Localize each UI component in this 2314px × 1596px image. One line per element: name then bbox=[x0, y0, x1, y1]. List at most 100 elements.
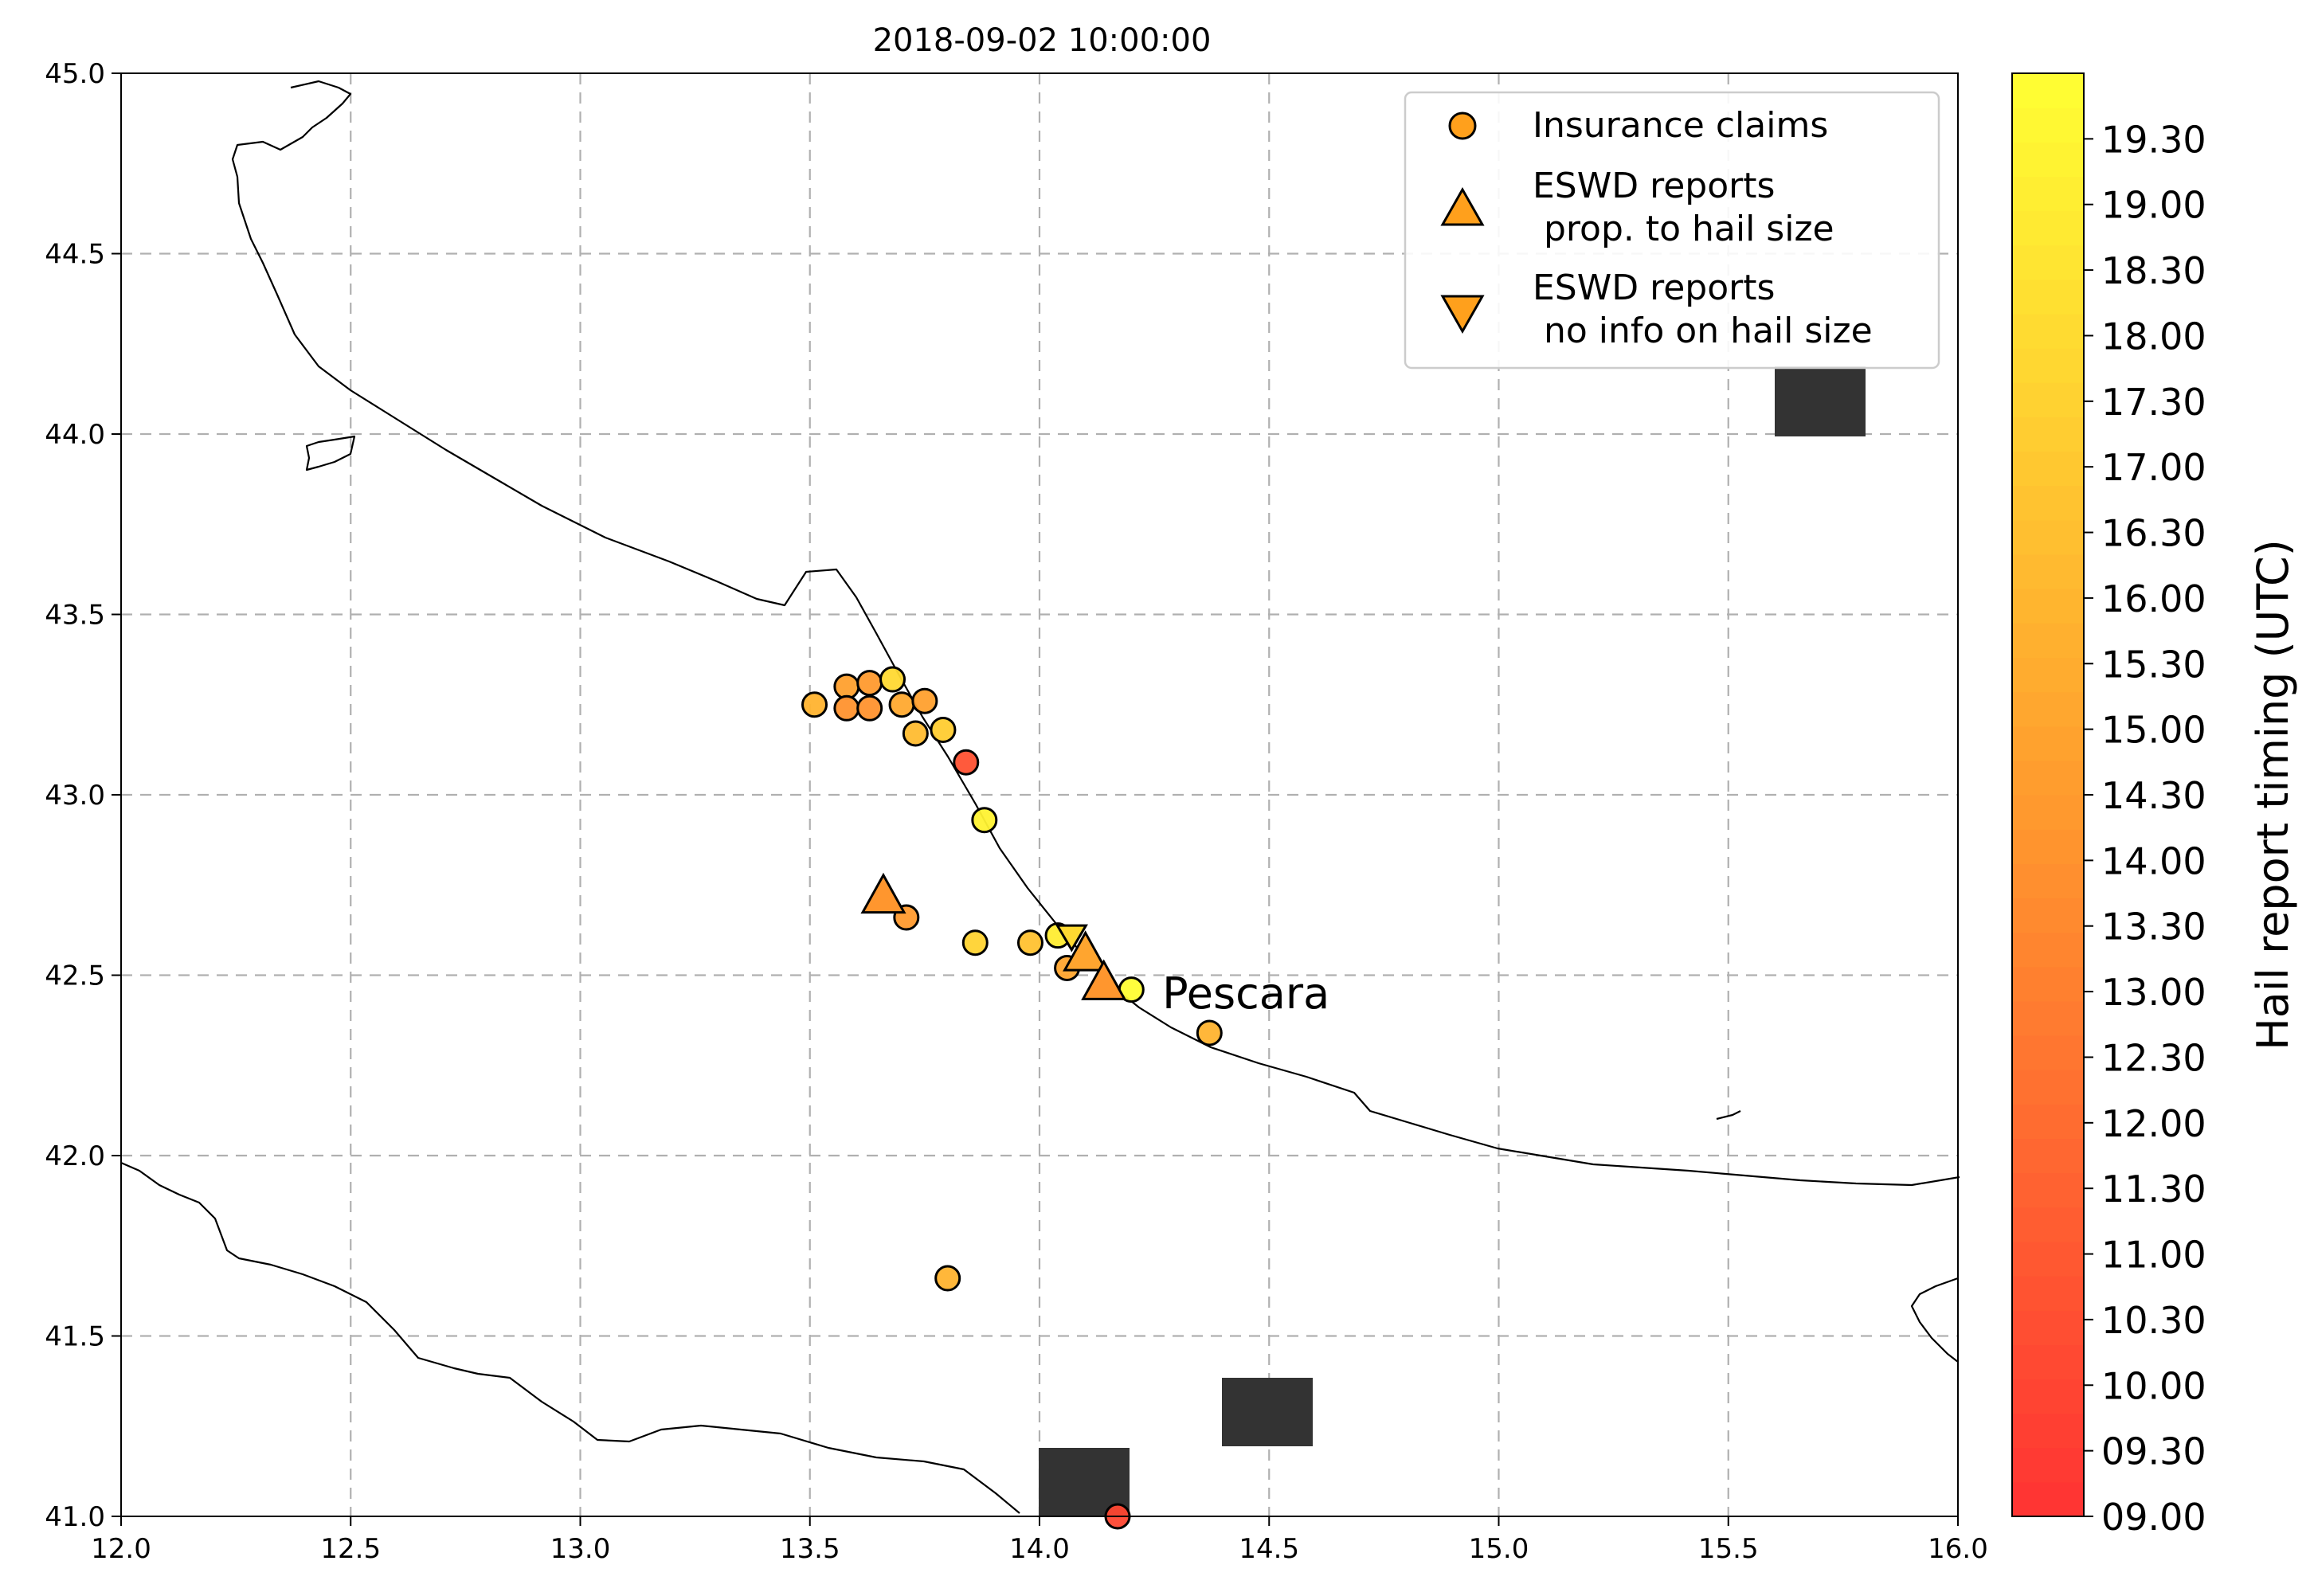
colorbar-band bbox=[2012, 795, 2084, 830]
colorbar-band bbox=[2012, 1138, 2084, 1174]
colorbar-band bbox=[2012, 657, 2084, 693]
colorbar-band bbox=[2012, 863, 2084, 899]
adriatic-coastline bbox=[231, 80, 1960, 1187]
colorbar-tick-label: 10.00 bbox=[2101, 1364, 2206, 1407]
colorbar-band bbox=[2012, 382, 2084, 418]
colorbar-band bbox=[2012, 760, 2084, 796]
colorbar-tick-label: 14.00 bbox=[2101, 839, 2206, 882]
eswd-report-size-point bbox=[1063, 930, 1109, 972]
colorbar-tick-label: 12.00 bbox=[2101, 1102, 2206, 1145]
colorbar-band bbox=[2012, 1379, 2084, 1414]
colorbar-band bbox=[2012, 829, 2084, 864]
colorbar-tick-label: 13.30 bbox=[2101, 906, 2206, 949]
colorbar-band bbox=[2012, 1000, 2084, 1036]
x-tick-label: 13.5 bbox=[780, 1533, 840, 1565]
x-tick-label: 12.5 bbox=[320, 1533, 381, 1565]
x-tick-label: 16.0 bbox=[1928, 1533, 1988, 1565]
y-tick-label: 41.0 bbox=[45, 1501, 105, 1533]
coastlines bbox=[120, 80, 1960, 1514]
colorbar-band bbox=[2012, 519, 2084, 555]
colorbar-band bbox=[2012, 726, 2084, 761]
axis-ticks: 12.0 12.5 13.0 13.5 14.0 14.5 15.0 15.5 16.0 45.0… bbox=[45, 58, 1988, 1565]
colorbar-band bbox=[2012, 1344, 2084, 1380]
city-label-pescara: Pescara bbox=[1162, 968, 1329, 1019]
colorbar-band bbox=[2012, 1241, 2084, 1277]
obscured-region-1 bbox=[1775, 366, 1866, 436]
legend-item-3-line2: no info on hail size bbox=[1533, 311, 1873, 351]
legend: Insurance claims ESWD reports prop. to h… bbox=[1404, 91, 1940, 370]
colorbar-tick-label: 19.00 bbox=[2101, 184, 2206, 227]
colorbar-band bbox=[2012, 1310, 2084, 1345]
x-tick-label: 13.0 bbox=[550, 1533, 611, 1565]
insurance-claim-point bbox=[930, 716, 957, 743]
colorbar-tick-label: 14.30 bbox=[2101, 774, 2206, 817]
insurance-claim-point bbox=[961, 929, 989, 956]
colorbar-band bbox=[2012, 1207, 2084, 1242]
colorbar-tick-label: 11.00 bbox=[2101, 1234, 2206, 1277]
colorbar-band bbox=[2012, 73, 2084, 108]
colorbar-band bbox=[2012, 1104, 2084, 1140]
insurance-claim-point bbox=[934, 1265, 961, 1292]
legend-triangle-up-icon bbox=[1440, 186, 1485, 226]
tyrrhenian-coastline bbox=[120, 1161, 1020, 1514]
colorbar-band bbox=[2012, 966, 2084, 1002]
island-cres bbox=[305, 435, 356, 471]
colorbar-band bbox=[2012, 142, 2084, 178]
colorbar-tick-label: 19.30 bbox=[2101, 118, 2206, 161]
colorbar-tick-label: 10.30 bbox=[2101, 1299, 2206, 1342]
insurance-claim-point bbox=[856, 670, 883, 697]
colorbar-tick-label: 11.30 bbox=[2101, 1168, 2206, 1211]
y-tick-label: 45.0 bbox=[45, 58, 105, 90]
colorbar-band bbox=[2012, 1035, 2084, 1070]
y-tick-label: 42.5 bbox=[45, 960, 105, 992]
legend-triangle-down-icon bbox=[1440, 295, 1485, 334]
colorbar-band bbox=[2012, 279, 2084, 315]
insurance-claim-point bbox=[879, 666, 906, 693]
y-tick-label: 42.0 bbox=[45, 1140, 105, 1172]
map-title: 2018-09-02 10:00:00 bbox=[873, 22, 1212, 59]
legend-circle-icon bbox=[1448, 111, 1477, 140]
colorbar-band bbox=[2012, 210, 2084, 246]
x-tick-label: 14.0 bbox=[1009, 1533, 1070, 1565]
legend-item-1-line1: Insurance claims bbox=[1533, 105, 1828, 146]
colorbar-band bbox=[2012, 485, 2084, 521]
colorbar-band bbox=[2012, 589, 2084, 624]
tremiti-islet bbox=[1716, 1110, 1741, 1121]
colorbar-band bbox=[2012, 176, 2084, 212]
gargano-coastline bbox=[1910, 1277, 1959, 1363]
colorbar-bands bbox=[2012, 73, 2084, 1517]
colorbar-ticks: 09.00 09.30 10.00 10.30 11.00 11.30 12.00 12.30… bbox=[2084, 118, 2206, 1539]
colorbar-tick-label: 16.00 bbox=[2101, 577, 2206, 620]
colorbar-tick-label: 16.30 bbox=[2101, 512, 2206, 555]
colorbar-band bbox=[2012, 108, 2084, 143]
insurance-claim-point bbox=[833, 694, 860, 722]
y-tick-label: 44.5 bbox=[45, 239, 105, 271]
legend-box bbox=[1404, 91, 1940, 370]
x-tick-label: 14.5 bbox=[1239, 1533, 1299, 1565]
colorbar-band bbox=[2012, 898, 2084, 933]
colorbar-band bbox=[2012, 451, 2084, 487]
colorbar-band bbox=[2012, 554, 2084, 589]
colorbar-label: Hail report timing (UTC) bbox=[2248, 539, 2298, 1050]
colorbar-band bbox=[2012, 1413, 2084, 1449]
x-tick-label: 15.0 bbox=[1469, 1533, 1529, 1565]
colorbar-tick-label: 17.30 bbox=[2101, 381, 2206, 424]
colorbar-band bbox=[2012, 314, 2084, 349]
legend-item-2-line2: prop. to hail size bbox=[1533, 209, 1834, 249]
insurance-claim-point bbox=[953, 749, 980, 776]
legend-item-3-line1: ESWD reports bbox=[1533, 268, 1775, 308]
colorbar-tick-label: 09.00 bbox=[2101, 1496, 2206, 1539]
colorbar-tick-label: 15.00 bbox=[2101, 709, 2206, 752]
insurance-claim-point bbox=[911, 687, 938, 714]
colorbar-band bbox=[2012, 1447, 2084, 1483]
colorbar-band bbox=[2012, 417, 2084, 452]
insurance-claim-point bbox=[902, 720, 929, 747]
colorbar-band bbox=[2012, 1276, 2084, 1311]
colorbar-band bbox=[2012, 623, 2084, 659]
colorbar-tick-label: 17.00 bbox=[2101, 446, 2206, 489]
colorbar-band bbox=[2012, 1070, 2084, 1105]
x-tick-label: 12.0 bbox=[91, 1533, 151, 1565]
insurance-claim-point bbox=[1016, 929, 1043, 956]
colorbar-tick-label: 12.30 bbox=[2101, 1036, 2206, 1079]
